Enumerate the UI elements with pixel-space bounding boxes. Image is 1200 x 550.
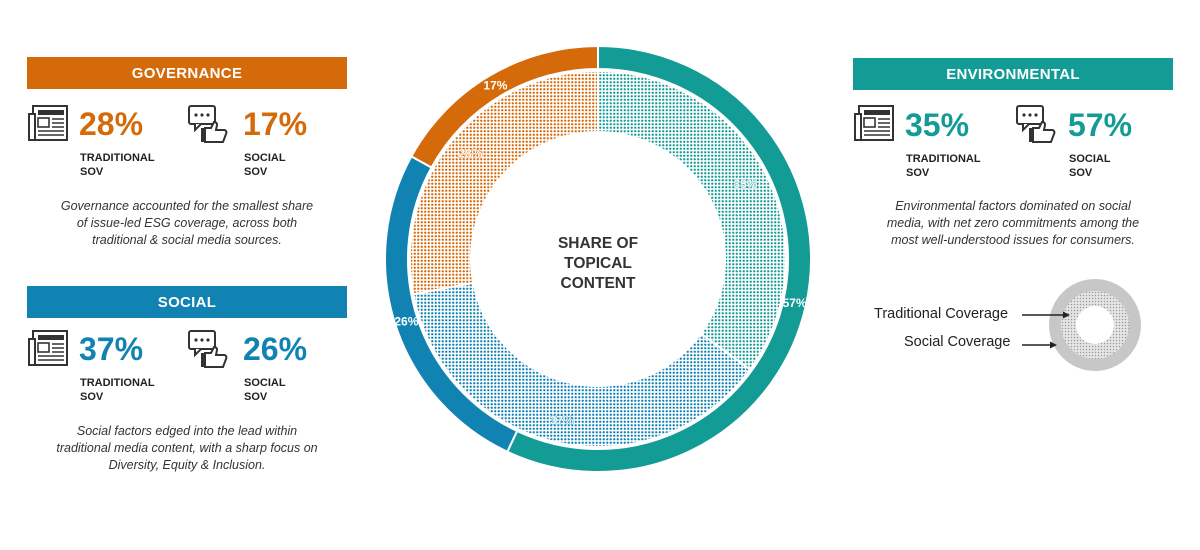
inner-ring-label-social: 37% <box>550 414 574 428</box>
outer-ring-label-governance: 17% <box>483 79 507 93</box>
social-traditional-pct: 37% <box>79 331 144 367</box>
social-banner: SOCIAL <box>27 286 347 318</box>
inner-ring-slice-environmental <box>597 69 787 371</box>
inner-ring-label-environmental: 35% <box>733 177 757 191</box>
newspaper-icon <box>28 105 68 141</box>
environmental-banner: ENVIRONMENTAL <box>853 58 1173 90</box>
outer-ring-label-environmental: 57% <box>783 296 807 310</box>
inner-ring-slice-governance <box>409 69 599 296</box>
outer-ring-label-social: 26% <box>394 314 418 328</box>
governance-description: Governance accounted for the smallest sh… <box>60 199 314 247</box>
social-title: SOCIAL <box>157 293 217 311</box>
environmental-description: Environmental factors dominated on socia… <box>886 199 1140 247</box>
social-media-thumbs-up-icon <box>188 105 228 143</box>
environmental-social-pct: 57% <box>1068 107 1133 143</box>
inner-ring-label-governance: 28% <box>458 147 482 161</box>
social-traditional-label: TRADITIONAL SOV <box>80 377 155 403</box>
environmental-title: ENVIRONMENTAL <box>946 65 1080 83</box>
social-social-pct: 26% <box>243 331 308 367</box>
governance-social-pct: 17% <box>243 106 308 142</box>
social-description: Social factors edged into the lead withi… <box>56 424 318 472</box>
social-social-label: SOCIAL SOV <box>244 377 286 403</box>
governance-banner: GOVERNANCE <box>27 57 347 89</box>
legend-traditional-label: Traditional Coverage <box>874 306 1009 322</box>
environmental-social-label: SOCIAL SOV <box>1069 153 1111 179</box>
ring-legend <box>1022 279 1141 371</box>
inner-ring-slice-social <box>412 281 752 448</box>
newspaper-icon <box>854 105 894 141</box>
legend-social-label: Social Coverage <box>904 334 1011 350</box>
governance-social-label: SOCIAL SOV <box>244 152 286 178</box>
newspaper-icon <box>28 330 68 366</box>
environmental-traditional-label: TRADITIONAL SOV <box>906 153 981 179</box>
center-title: SHARE OF TOPICAL CONTENT <box>557 235 639 292</box>
governance-title: GOVERNANCE <box>131 64 243 82</box>
social-media-thumbs-up-icon <box>1016 105 1056 143</box>
governance-traditional-pct: 28% <box>79 106 144 142</box>
governance-traditional-label: TRADITIONAL SOV <box>80 152 155 178</box>
social-media-thumbs-up-icon <box>188 330 228 368</box>
environmental-traditional-pct: 35% <box>905 107 970 143</box>
outer-ring-slice-governance <box>409 44 599 169</box>
